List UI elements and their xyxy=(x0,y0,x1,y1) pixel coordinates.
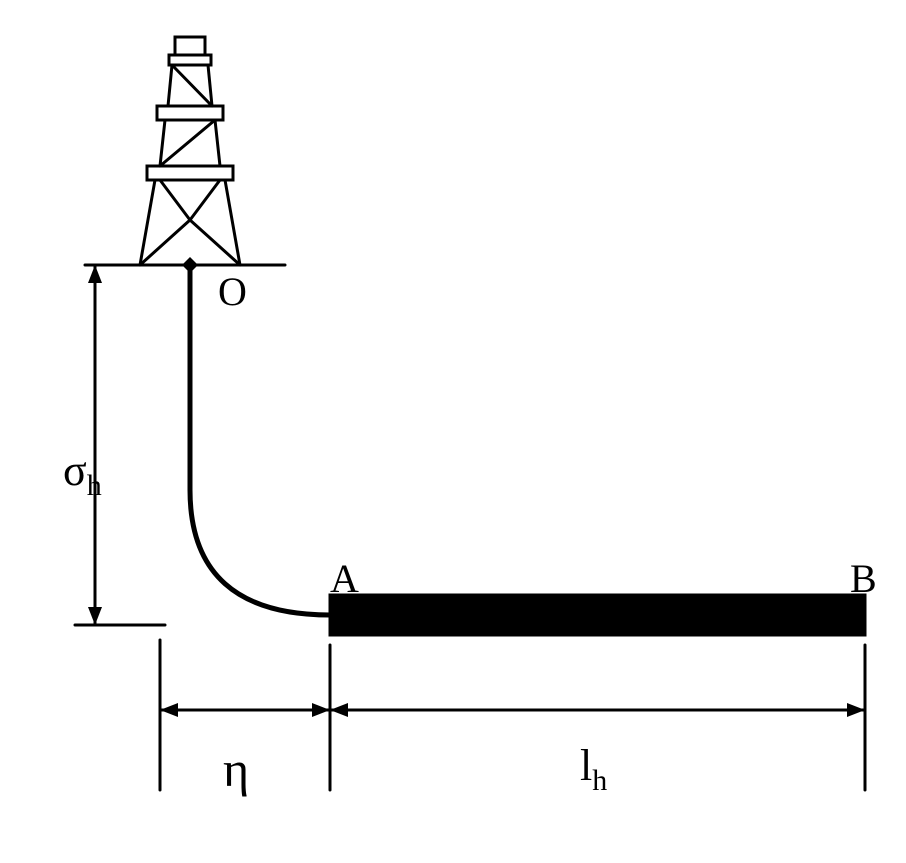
well-diagram xyxy=(0,0,906,858)
label-eta: η xyxy=(223,740,249,798)
label-A: A xyxy=(330,555,359,602)
label-B: B xyxy=(850,555,877,602)
diagram-svg xyxy=(0,0,906,858)
label-O: O xyxy=(218,268,247,315)
label-sigma-h: σh xyxy=(63,445,102,503)
label-lh: lh xyxy=(580,740,607,798)
